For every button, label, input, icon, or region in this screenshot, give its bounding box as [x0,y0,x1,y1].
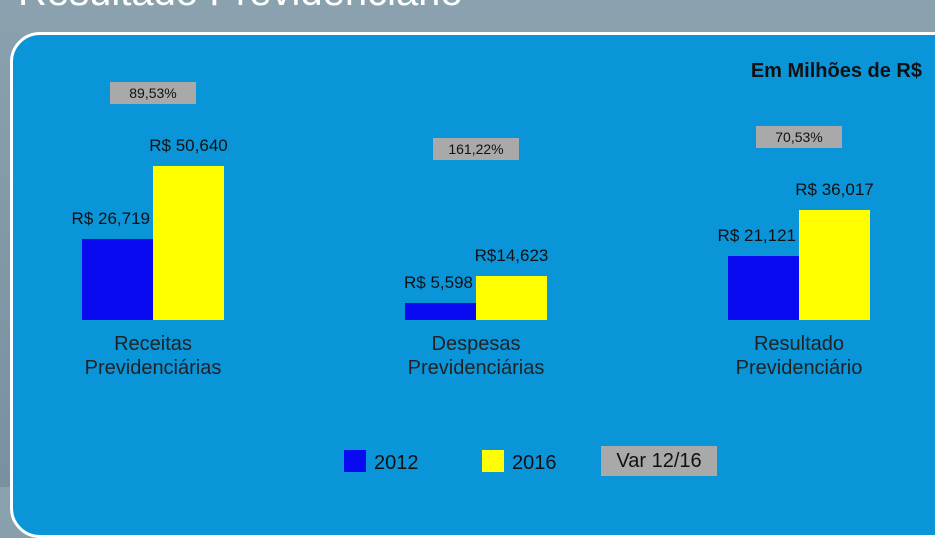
value-label: R$14,623 [474,245,549,265]
category-label: Receitas Previdenciárias [84,333,222,379]
value-label: R$ 5,598 [404,272,473,292]
value-label: R$ 26,719 [71,208,150,228]
bar [476,275,547,320]
chart-subtitle: Em Milhões de R$ [750,60,922,82]
variation-label: 89,53% [110,82,196,104]
bar [799,210,870,320]
value-label: R$ 36,017 [795,180,874,200]
bar [728,255,799,320]
bar [82,238,153,320]
page-title: Resultado Previdenciário [18,0,463,15]
category-label: Despesas Previdenciárias [407,333,545,379]
legend-label: 2012 [374,452,419,474]
legend-variation: Var 12/16 [601,446,717,476]
value-label: R$ 21,121 [717,225,796,245]
bar [153,166,224,320]
bar [405,302,476,320]
legend-label: 2016 [512,452,557,474]
variation-label: 70,53% [756,126,842,148]
variation-label: 161,22% [433,138,519,160]
legend-swatch [482,450,504,472]
legend-swatch [344,450,366,472]
value-label: R$ 50,640 [149,136,228,155]
category-label: Resultado Previdenciário [735,333,863,379]
chart: Em Milhões de R$ R$ 26,719 R$ 50,640 89,53… [71,60,922,476]
